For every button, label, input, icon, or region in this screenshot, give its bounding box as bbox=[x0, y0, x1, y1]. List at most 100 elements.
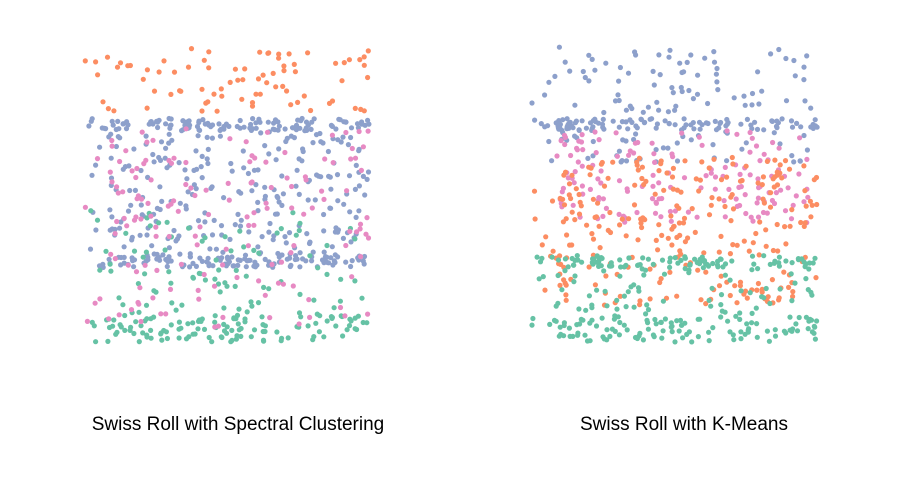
scatter-point bbox=[562, 169, 569, 175]
scatter-point bbox=[255, 76, 262, 82]
scatter-point bbox=[668, 320, 674, 326]
scatter-point bbox=[650, 172, 656, 178]
scatter-point bbox=[679, 130, 685, 136]
scatter-point bbox=[716, 196, 722, 202]
scatter-point bbox=[727, 329, 733, 335]
scatter-point bbox=[251, 167, 257, 173]
scatter-point bbox=[106, 256, 112, 262]
scatter-point bbox=[183, 159, 189, 166]
scatter-point bbox=[202, 277, 208, 283]
scatter-point bbox=[89, 172, 95, 178]
scatter-point bbox=[672, 107, 678, 113]
scatter-point bbox=[634, 162, 640, 168]
scatter-point bbox=[563, 216, 569, 222]
scatter-point bbox=[656, 52, 662, 58]
scatter-point bbox=[592, 116, 598, 122]
scatter-point bbox=[166, 115, 172, 122]
scatter-point bbox=[584, 222, 590, 228]
scatter-point bbox=[658, 276, 664, 282]
scatter-point bbox=[691, 126, 697, 132]
scatter-point bbox=[129, 168, 135, 174]
scatter-point bbox=[733, 196, 739, 202]
scatter-point bbox=[666, 120, 672, 127]
scatter-point bbox=[251, 263, 257, 269]
scatter-point bbox=[238, 190, 244, 196]
scatter-point bbox=[131, 264, 137, 270]
scatter-point bbox=[365, 74, 371, 81]
scatter-point bbox=[321, 249, 327, 255]
scatter-point bbox=[589, 231, 595, 237]
scatter-point bbox=[343, 259, 349, 265]
scatter-point bbox=[759, 286, 765, 292]
scatter-point bbox=[537, 259, 544, 265]
scatter-point bbox=[356, 128, 362, 135]
scatter-point bbox=[747, 149, 753, 155]
scatter-point bbox=[580, 317, 586, 323]
scatter-point bbox=[779, 116, 785, 122]
scatter-point bbox=[329, 314, 335, 321]
scatter-point bbox=[568, 152, 574, 159]
scatter-point bbox=[742, 102, 748, 108]
scatter-point bbox=[272, 117, 279, 123]
scatter-point bbox=[619, 216, 625, 222]
scatter-point bbox=[563, 297, 569, 303]
scatter-point bbox=[138, 167, 144, 174]
scatter-point bbox=[801, 199, 807, 205]
scatter-point bbox=[561, 322, 567, 329]
scatter-point bbox=[636, 288, 642, 294]
scatter-point bbox=[239, 96, 245, 102]
scatter-point bbox=[579, 118, 585, 124]
scatter-point bbox=[579, 132, 585, 138]
scatter-point bbox=[127, 62, 133, 69]
scatter-point bbox=[682, 158, 688, 164]
scatter-point bbox=[750, 240, 756, 246]
scatter-point bbox=[785, 185, 791, 191]
scatter-point bbox=[265, 50, 271, 56]
scatter-point bbox=[274, 329, 280, 335]
scatter-point bbox=[532, 216, 538, 222]
scatter-point bbox=[275, 195, 281, 201]
scatter-point bbox=[187, 264, 193, 270]
scatter-point bbox=[703, 301, 709, 307]
scatter-point bbox=[168, 280, 174, 286]
scatter-point bbox=[253, 91, 259, 97]
scatter-point bbox=[220, 249, 226, 255]
scatter-point bbox=[567, 333, 573, 339]
scatter-point bbox=[812, 324, 818, 330]
scatter-point bbox=[203, 187, 209, 193]
scatter-point bbox=[216, 267, 222, 273]
scatter-point bbox=[183, 181, 189, 188]
scatter-point bbox=[267, 220, 273, 227]
scatter-point bbox=[771, 184, 777, 190]
scatter-point bbox=[352, 186, 358, 192]
scatter-point bbox=[747, 290, 753, 296]
scatter-point bbox=[745, 327, 751, 333]
scatter-point bbox=[590, 236, 597, 242]
scatter-point bbox=[681, 69, 687, 75]
scatter-point bbox=[575, 257, 581, 263]
scatter-point bbox=[216, 121, 222, 127]
scatter-point bbox=[764, 328, 771, 334]
scatter-point bbox=[161, 58, 167, 64]
scatter-point bbox=[599, 159, 605, 166]
scatter-point bbox=[714, 79, 720, 85]
scatter-point bbox=[802, 188, 808, 194]
scatter-point bbox=[813, 275, 819, 281]
scatter-point bbox=[699, 254, 705, 260]
scatter-point bbox=[356, 146, 362, 152]
scatter-point bbox=[227, 136, 233, 142]
scatter-point bbox=[602, 288, 608, 294]
scatter-point bbox=[151, 159, 157, 165]
scatter-point bbox=[563, 292, 569, 298]
scatter-point bbox=[576, 127, 582, 133]
scatter-point bbox=[783, 241, 789, 247]
scatter-point bbox=[750, 218, 756, 224]
scatter-point bbox=[658, 161, 664, 167]
scatter-point bbox=[333, 225, 339, 231]
scatter-point bbox=[757, 219, 763, 225]
scatter-point bbox=[178, 261, 184, 267]
scatter-point bbox=[685, 235, 691, 241]
scatter-point bbox=[343, 242, 349, 249]
scatter-point bbox=[553, 318, 559, 324]
